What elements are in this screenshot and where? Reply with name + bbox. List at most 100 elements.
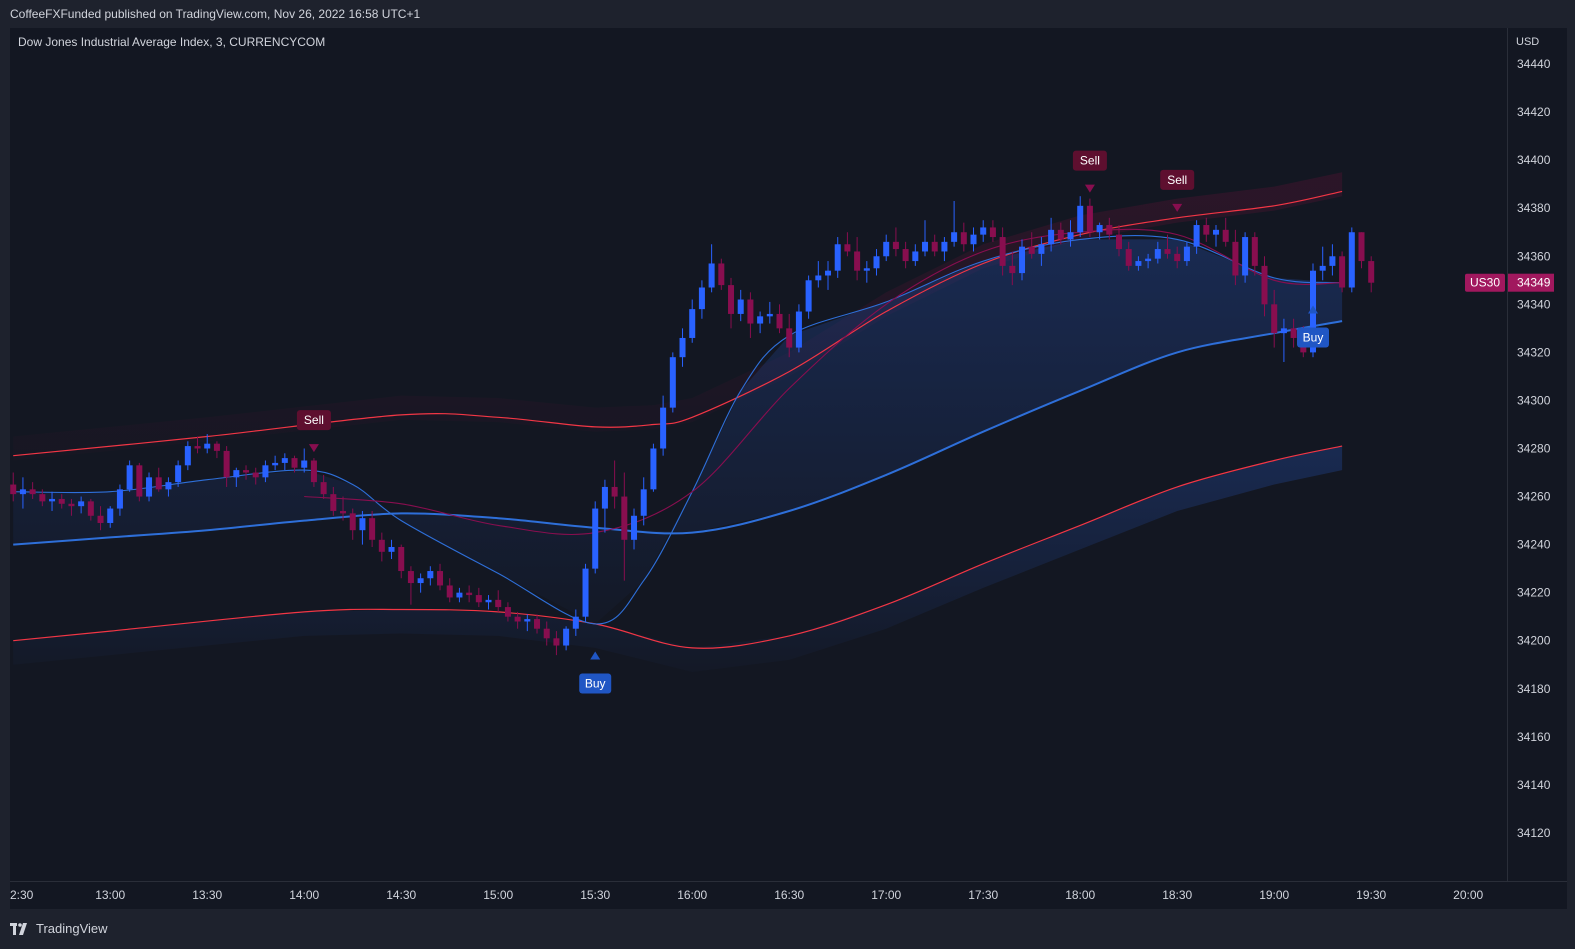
candle <box>437 563 444 591</box>
candle-body <box>504 607 511 617</box>
candle-body <box>863 268 870 271</box>
candle <box>456 587 463 603</box>
price-chart[interactable]: Sell Buy Sell Sell Buy USD 34440 34420 34400 3438… <box>10 28 1567 909</box>
candle-body <box>233 470 240 478</box>
candle <box>78 496 85 514</box>
candle <box>1339 251 1346 293</box>
candle-body <box>107 508 114 523</box>
candle-body <box>1368 261 1375 283</box>
candle <box>553 631 560 656</box>
candle <box>29 482 36 499</box>
candle-body <box>1193 225 1200 247</box>
candle <box>475 587 482 608</box>
candle <box>39 489 46 507</box>
candle <box>301 448 308 473</box>
candle <box>213 441 220 459</box>
candle <box>1145 253 1152 269</box>
candle <box>262 460 269 483</box>
candle <box>989 220 996 242</box>
candle <box>223 446 230 487</box>
candle <box>427 566 434 586</box>
candle-body <box>776 313 783 329</box>
candle-body <box>728 285 735 314</box>
x-tick-label: 14:00 <box>289 888 319 902</box>
candle-body <box>708 263 715 288</box>
candle-body <box>766 313 773 317</box>
candle-body <box>349 513 356 531</box>
candle <box>631 508 638 550</box>
candle <box>116 484 123 516</box>
candle-body <box>19 489 26 495</box>
candle <box>786 313 793 358</box>
candle-body <box>873 256 880 269</box>
candle <box>1038 237 1045 266</box>
candle <box>19 477 26 509</box>
upper-band-line <box>13 190 1343 457</box>
candle <box>1193 220 1200 254</box>
candle-body <box>446 585 453 598</box>
x-tick-label: 15:30 <box>580 888 610 902</box>
candle-body <box>931 241 938 252</box>
sell-marker-icon <box>1172 203 1183 212</box>
candle-body <box>204 443 211 449</box>
candle-body <box>39 494 46 502</box>
candle <box>1232 229 1239 286</box>
candle-body <box>340 510 347 514</box>
candle <box>349 508 356 540</box>
candle <box>10 472 17 502</box>
symbol-title[interactable]: Dow Jones Industrial Average Index, 3, C… <box>18 35 326 49</box>
symbol-tag: US30 <box>1470 276 1500 290</box>
upper-band-shade <box>13 172 1343 461</box>
candle-body <box>660 407 667 449</box>
candle-body <box>795 311 802 348</box>
candle <box>1009 251 1016 286</box>
candle <box>1183 241 1190 266</box>
candle <box>572 609 579 636</box>
candle <box>747 292 754 338</box>
candle <box>592 501 599 574</box>
candle <box>1125 241 1132 271</box>
candle-body <box>514 616 521 622</box>
candle <box>1251 232 1258 276</box>
candle-body <box>1048 229 1055 245</box>
candle-body <box>815 275 822 281</box>
candle <box>873 249 880 276</box>
candle <box>951 201 958 247</box>
candle <box>1290 318 1297 348</box>
brand[interactable]: TradingView <box>10 921 108 936</box>
candle-body <box>1145 258 1152 262</box>
candle-body <box>213 443 220 451</box>
candle <box>883 234 890 262</box>
candle-body <box>136 465 143 497</box>
candle-body <box>301 460 308 468</box>
candle-body <box>456 592 463 598</box>
plot-area: Sell Buy Sell Sell Buy <box>10 150 1375 694</box>
y-tick-label: 34140 <box>1517 778 1551 792</box>
buy-signal: Buy <box>1297 305 1330 348</box>
y-tick-label: 34120 <box>1517 826 1551 840</box>
y-tick-label: 34220 <box>1517 586 1551 600</box>
sell-label: Sell <box>1080 154 1100 168</box>
candle <box>902 241 909 269</box>
lower-band-line <box>13 445 1343 649</box>
candle <box>233 467 240 487</box>
candle <box>330 486 337 516</box>
candle <box>621 472 628 581</box>
currency-label: USD <box>1516 36 1539 48</box>
candle-body <box>1280 328 1287 334</box>
x-tick-label: 19:00 <box>1259 888 1289 902</box>
publisher-text: CoffeeFXFunded published on TradingView.… <box>10 7 421 21</box>
candle <box>854 237 861 281</box>
candle-body <box>388 547 395 552</box>
candle-body <box>1116 234 1123 250</box>
candle-body <box>58 498 65 504</box>
candle-body <box>466 592 473 596</box>
candle-body <box>97 515 104 523</box>
candle <box>1242 232 1249 283</box>
candle-body <box>252 472 259 478</box>
sell-signal: Sell <box>1160 169 1195 212</box>
chart-area[interactable]: Dow Jones Industrial Average Index, 3, C… <box>10 28 1567 909</box>
candle <box>514 611 521 629</box>
sell-signal: Sell <box>1072 150 1107 193</box>
candle-body <box>378 539 385 552</box>
